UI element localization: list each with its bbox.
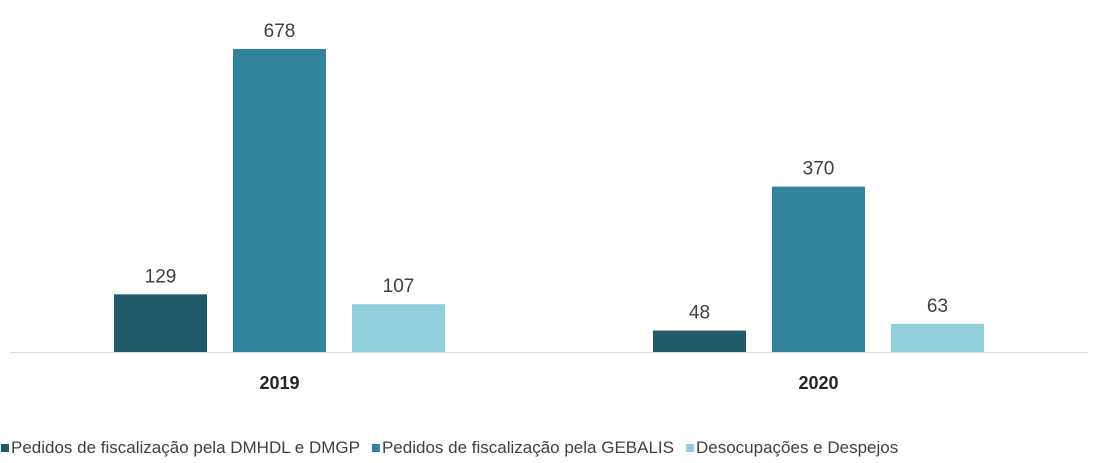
data-label: 107 <box>383 276 415 297</box>
data-label: 129 <box>145 266 177 287</box>
data-label: 678 <box>264 21 296 42</box>
bar <box>114 294 207 352</box>
data-label: 48 <box>689 303 710 324</box>
x-tick-label: 2019 <box>259 373 299 393</box>
bar <box>233 49 326 352</box>
bar <box>891 323 984 352</box>
legend-swatch <box>685 444 694 452</box>
legend-swatch <box>1 444 9 452</box>
legend-label: Desocupações e Despejos <box>696 438 898 457</box>
legend-label: Pedidos de fiscalização pela DMHDL e DMG… <box>11 438 360 457</box>
bar <box>772 186 865 352</box>
data-label: 370 <box>803 159 835 180</box>
legend-swatch <box>371 444 380 452</box>
x-tick-label: 2020 <box>798 373 838 393</box>
bar <box>653 330 746 352</box>
legend-label: Pedidos de fiscalização pela GEBALIS <box>382 438 674 457</box>
bar <box>352 304 445 352</box>
data-label: 63 <box>927 296 948 317</box>
